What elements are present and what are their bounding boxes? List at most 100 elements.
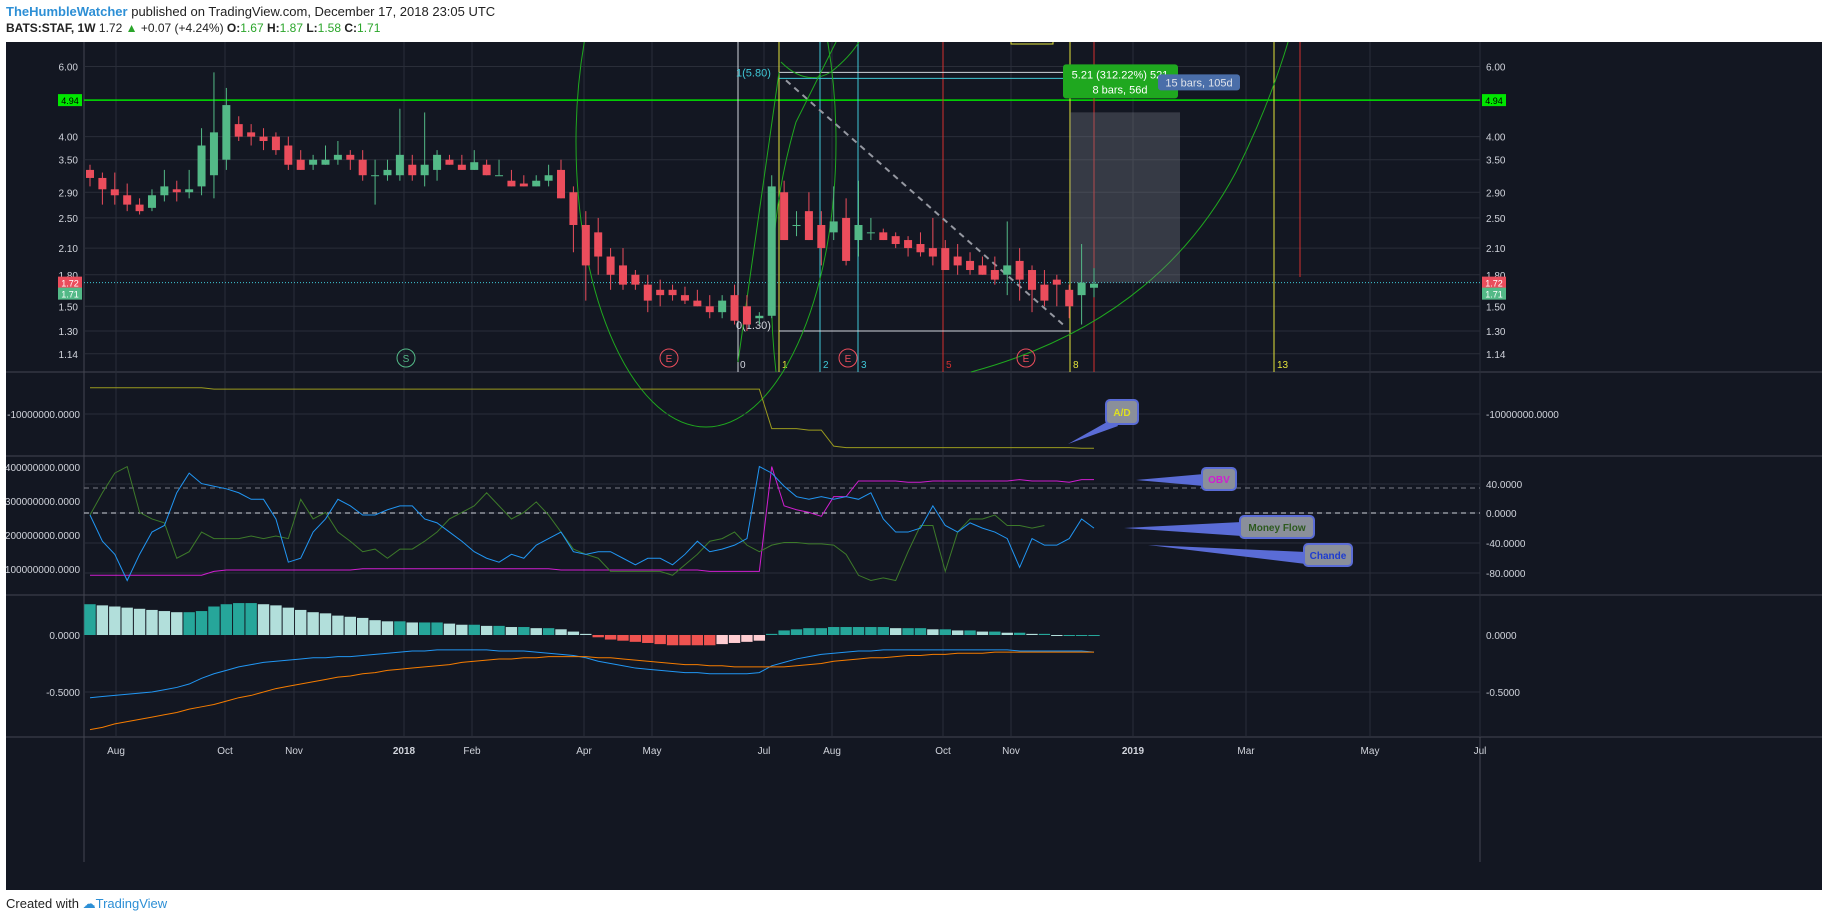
bars-label: 15 bars, 105d (1165, 77, 1232, 89)
fib-label: 5 (946, 360, 952, 371)
macd-hist-bar (840, 627, 852, 635)
macd-hist-bar (443, 623, 456, 635)
candle-body (185, 189, 194, 193)
ad-callout-pointer (1068, 418, 1118, 444)
macd-hist-bar (84, 604, 96, 635)
chande-callout-pointer (1148, 545, 1306, 564)
macd-hist-bar (456, 624, 468, 635)
x-tick-label: Apr (576, 746, 592, 757)
macd-hist-bar (493, 625, 505, 635)
macd-hist-bar (257, 604, 270, 635)
candle-body (804, 211, 813, 241)
candle-body (680, 295, 689, 301)
created-with-text: Created with (6, 896, 79, 911)
x-tick-label: Feb (463, 746, 481, 757)
candle-body (321, 159, 330, 165)
candle-body (358, 159, 367, 176)
x-tick-label: Aug (823, 746, 841, 757)
osc-right-tick: 0.0000 (1486, 509, 1517, 520)
macd-hist-bar (828, 627, 840, 635)
x-tick-label: 2019 (1122, 746, 1145, 757)
candle-body (98, 177, 107, 190)
fib-label: 3 (861, 360, 867, 371)
obv-callout-pointer (1136, 474, 1204, 486)
candle-body (916, 244, 925, 253)
candle-body (829, 221, 838, 233)
candle-body (656, 289, 665, 296)
signal-line (89, 651, 1094, 731)
candle-body (718, 300, 727, 313)
y-tick-label: 1.80 (59, 271, 79, 282)
macd-hist-bar (183, 612, 195, 635)
x-tick-label: 2018 (393, 746, 416, 757)
y-tick-label: 2.50 (1486, 214, 1506, 225)
candle-body (234, 124, 243, 137)
macd-hist-bar (592, 635, 604, 638)
candle-body (891, 236, 900, 245)
chart-canvas[interactable]: Aug Oct Nov 2018 Feb Apr May Jul Aug Oct Nov 2019 Ma… (6, 42, 1822, 890)
y-tick-label: 1.30 (59, 327, 79, 338)
macd-hist-bar (282, 607, 295, 635)
x-tick-label: Nov (1002, 746, 1020, 757)
macd-hist-bar (1026, 633, 1038, 635)
candle-body (507, 180, 516, 187)
x-tick-label: Oct (217, 746, 233, 757)
macd-hist-bar (691, 635, 704, 646)
ad-tick-label: -10000000.0000 (7, 410, 80, 421)
candle-body (767, 186, 776, 316)
candle-body (866, 232, 875, 234)
candle-body (296, 159, 305, 170)
y-tick-label: 1.50 (59, 302, 79, 313)
candle-body (172, 189, 181, 193)
fib-label: 8 (1073, 360, 1079, 371)
measure-bubble (1063, 64, 1178, 99)
author-link[interactable]: TheHumbleWatcher (6, 4, 128, 19)
chart-background (6, 42, 1822, 890)
candle-body (470, 162, 479, 170)
measure-label: 8 bars, 56d (1092, 84, 1147, 96)
macd-hist-bar (530, 628, 542, 635)
published-text: published on TradingView.com, December 1… (131, 4, 496, 19)
price-label-bg (1482, 276, 1506, 289)
macd-hist-bar (418, 622, 431, 635)
tradingview-logo-icon[interactable]: ☁ (82, 896, 96, 911)
macd-hist-bar (889, 628, 902, 635)
macd-hist-bar (121, 607, 133, 635)
candle-body (780, 192, 789, 241)
macd-hist-bar (617, 635, 629, 641)
mfi-callout-box (1239, 515, 1315, 539)
event-marker-label: S (403, 354, 410, 365)
price-label: 1.72 (61, 279, 79, 289)
x-tick-label: Jul (758, 746, 771, 757)
event-marker-label: E (666, 354, 673, 365)
tradingview-link[interactable]: TradingView (95, 896, 168, 911)
candle-body (854, 224, 863, 241)
candle-body (928, 248, 937, 257)
chande-callout-box (1303, 543, 1353, 567)
y-tick-label: 1.50 (1486, 302, 1506, 313)
macd-hist-bar (1001, 632, 1013, 635)
macd-hist-bar (319, 613, 332, 635)
candle-body (445, 159, 454, 165)
osc-right-tick: -40.0000 (1486, 539, 1526, 550)
macd-hist-bar (666, 635, 679, 646)
candle-body (742, 306, 751, 325)
y-tick-label: 6.00 (1486, 62, 1506, 73)
candle-body (147, 195, 156, 208)
candle-body (408, 164, 417, 176)
macd-hist-bar (580, 633, 592, 635)
obv-line (90, 466, 1094, 576)
candle-body (879, 232, 888, 241)
macd-hist-bar (431, 622, 443, 635)
candle-body (532, 180, 541, 187)
macd-hist-bar (233, 603, 245, 635)
y-tick-label: 4.00 (59, 133, 79, 144)
macd-hist-bar (468, 624, 480, 635)
osc-right-tick: -80.0000 (1486, 569, 1526, 580)
candle-body (569, 192, 578, 225)
ad-tick-label: -10000000.0000 (1486, 410, 1559, 421)
candle-body (606, 256, 615, 275)
macd-hist-bar (803, 628, 815, 635)
price-label: 1.72 (1485, 279, 1503, 289)
osc-left-tick: 200000000.0000 (6, 531, 80, 542)
